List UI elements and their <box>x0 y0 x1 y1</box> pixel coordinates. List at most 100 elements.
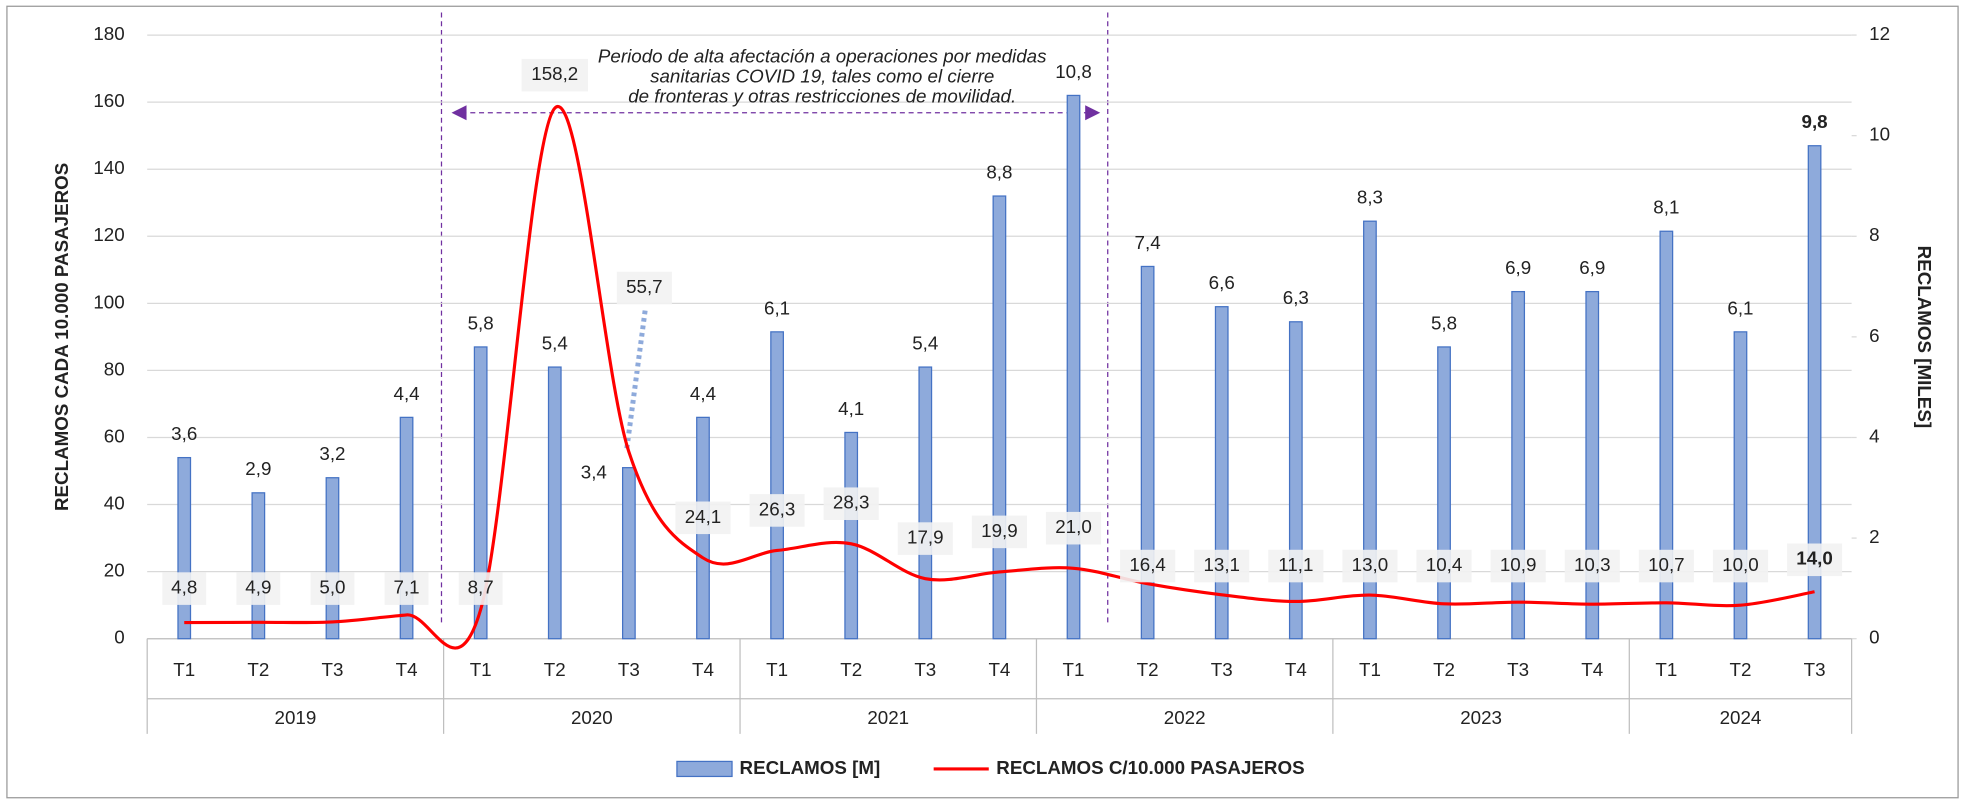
label-box <box>1638 549 1694 583</box>
x-tick-label: T2 <box>1137 659 1159 680</box>
x-tick-label: T3 <box>914 659 936 680</box>
line-value-label: 14,0 <box>1796 548 1833 569</box>
line-value-label: 28,3 <box>833 492 870 513</box>
x-tick-label: T4 <box>988 659 1010 680</box>
label-box <box>823 487 879 520</box>
bar <box>1363 220 1377 640</box>
y2-tick-label: 6 <box>1869 325 1879 346</box>
label-box <box>310 572 355 605</box>
legend-label: RECLAMOS C/10.000 PASAJEROS <box>996 757 1304 778</box>
bar <box>621 467 636 640</box>
bar <box>1733 331 1748 640</box>
line-value-label: 4,8 <box>171 577 197 598</box>
y-tick-label: 60 <box>104 425 125 446</box>
label-box <box>1268 549 1324 583</box>
label-box <box>384 572 429 605</box>
bar <box>399 416 414 640</box>
x-group-label: 2019 <box>275 707 317 728</box>
legend-label: RECLAMOS [M] <box>740 757 881 778</box>
y2-axis-title: RECLAMOS [MILES] <box>1914 246 1935 428</box>
x-tick-label: T2 <box>544 659 566 680</box>
bar <box>325 477 340 640</box>
x-tick-label: T3 <box>322 659 344 680</box>
label-box <box>236 572 281 605</box>
x-tick-label: T2 <box>247 659 269 680</box>
y2-tick-label: 2 <box>1869 526 1879 547</box>
bar-value-label: 4,4 <box>690 383 716 404</box>
bar-value-label: 4,1 <box>838 398 864 419</box>
y-tick-label: 120 <box>93 224 124 245</box>
y2-tick-label: 10 <box>1869 124 1890 145</box>
bar-value-label: 6,6 <box>1209 272 1235 293</box>
label-box <box>971 515 1027 549</box>
y-tick-label: 180 <box>93 23 124 44</box>
x-tick-label: T2 <box>1730 659 1752 680</box>
line-value-label: 26,3 <box>759 498 796 519</box>
bar-value-label: 6,9 <box>1579 257 1605 278</box>
frame <box>6 5 1959 799</box>
arrow-head <box>451 105 467 121</box>
y2-tick-label: 12 <box>1869 23 1890 44</box>
x-group-label: 2023 <box>1460 707 1502 728</box>
bar-value-label: 8,8 <box>986 161 1012 182</box>
line-value-label: 7,1 <box>394 577 420 598</box>
bar-value-label: 5,4 <box>542 332 568 353</box>
line-value-label: 13,1 <box>1203 554 1240 575</box>
line-value-label: 17,9 <box>907 527 944 548</box>
line-value-label: 19,9 <box>981 520 1018 541</box>
x-tick-label: T1 <box>173 659 195 680</box>
label-box <box>162 572 207 605</box>
x-tick-label: T1 <box>1359 659 1381 680</box>
bar-value-label: 5,4 <box>912 332 938 353</box>
label-box <box>1416 549 1472 583</box>
y2-tick-label: 8 <box>1869 224 1879 245</box>
line <box>184 104 1815 650</box>
label-box <box>1712 549 1769 583</box>
x-group-label: 2020 <box>571 707 613 728</box>
label-box <box>521 58 588 92</box>
x-tick-label: T3 <box>618 659 640 680</box>
x-group-label: 2024 <box>1720 707 1762 728</box>
leader-line <box>624 306 649 449</box>
line-value-label: 10,9 <box>1500 554 1537 575</box>
x-tick-label: T3 <box>1507 659 1529 680</box>
bar-value-label: 3,2 <box>319 443 345 464</box>
bar <box>547 366 562 640</box>
x-tick-label: T4 <box>396 659 418 680</box>
bar <box>1659 230 1674 640</box>
bar <box>770 331 784 640</box>
x-tick-label: T3 <box>1211 659 1233 680</box>
bar-value-label: 5,8 <box>1431 312 1457 333</box>
x-tick-label: T1 <box>766 659 788 680</box>
legend-swatch <box>676 760 733 778</box>
bar-value-label: 6,9 <box>1505 257 1531 278</box>
annotation: sanitarias COVID 19, tales como el cierr… <box>650 66 994 87</box>
bar-value-label: 3,4 <box>581 461 607 482</box>
label-box <box>616 271 672 305</box>
bar <box>251 492 266 640</box>
line-value-label: 16,4 <box>1129 554 1166 575</box>
bar <box>844 431 859 640</box>
line-value-label: 10,3 <box>1574 554 1611 575</box>
line-value-label: 21,0 <box>1055 516 1092 537</box>
label-box <box>1490 549 1546 583</box>
y-tick-label: 160 <box>93 90 124 111</box>
label-box <box>458 572 503 605</box>
bar <box>1511 290 1526 640</box>
x-tick-label: T4 <box>1581 659 1603 680</box>
bar-value-label: 7,4 <box>1135 232 1161 253</box>
label-box <box>1564 549 1620 583</box>
y-tick-label: 80 <box>104 358 125 379</box>
bar <box>1585 290 1600 640</box>
bar <box>918 366 933 640</box>
bar-value-label: 10,8 <box>1055 61 1092 82</box>
y-axis-title: RECLAMOS CADA 10.000 PASAJEROS <box>51 163 72 511</box>
bar-value-label: 2,9 <box>245 458 271 479</box>
label-box <box>1787 543 1843 577</box>
bar-value-label: 6,3 <box>1283 287 1309 308</box>
x-tick-label: T1 <box>1063 659 1085 680</box>
x-tick-label: T1 <box>470 659 492 680</box>
bar <box>1140 265 1155 640</box>
y-tick-label: 40 <box>104 493 125 514</box>
